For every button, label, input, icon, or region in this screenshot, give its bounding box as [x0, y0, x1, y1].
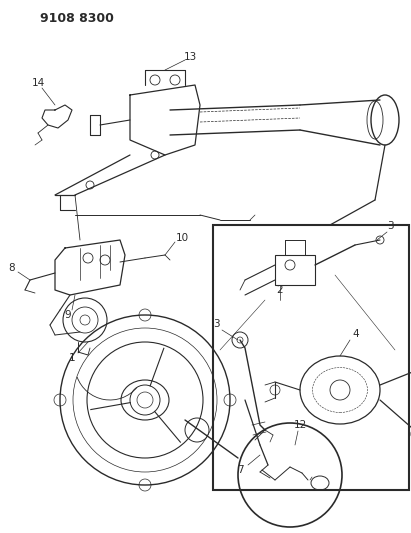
Text: 10: 10	[175, 233, 189, 243]
Text: 14: 14	[31, 78, 45, 88]
Text: 3: 3	[212, 319, 219, 329]
Text: 4: 4	[353, 329, 359, 339]
Text: 3: 3	[387, 221, 393, 231]
Text: 1: 1	[69, 353, 75, 363]
Text: 13: 13	[183, 52, 196, 62]
Text: 7: 7	[237, 465, 243, 475]
Bar	[213, 225, 409, 490]
Text: 9: 9	[65, 310, 72, 320]
Text: 9108 8300: 9108 8300	[40, 12, 114, 25]
Text: 12: 12	[293, 420, 307, 430]
Text: 2: 2	[277, 285, 283, 295]
Text: 8: 8	[9, 263, 15, 273]
